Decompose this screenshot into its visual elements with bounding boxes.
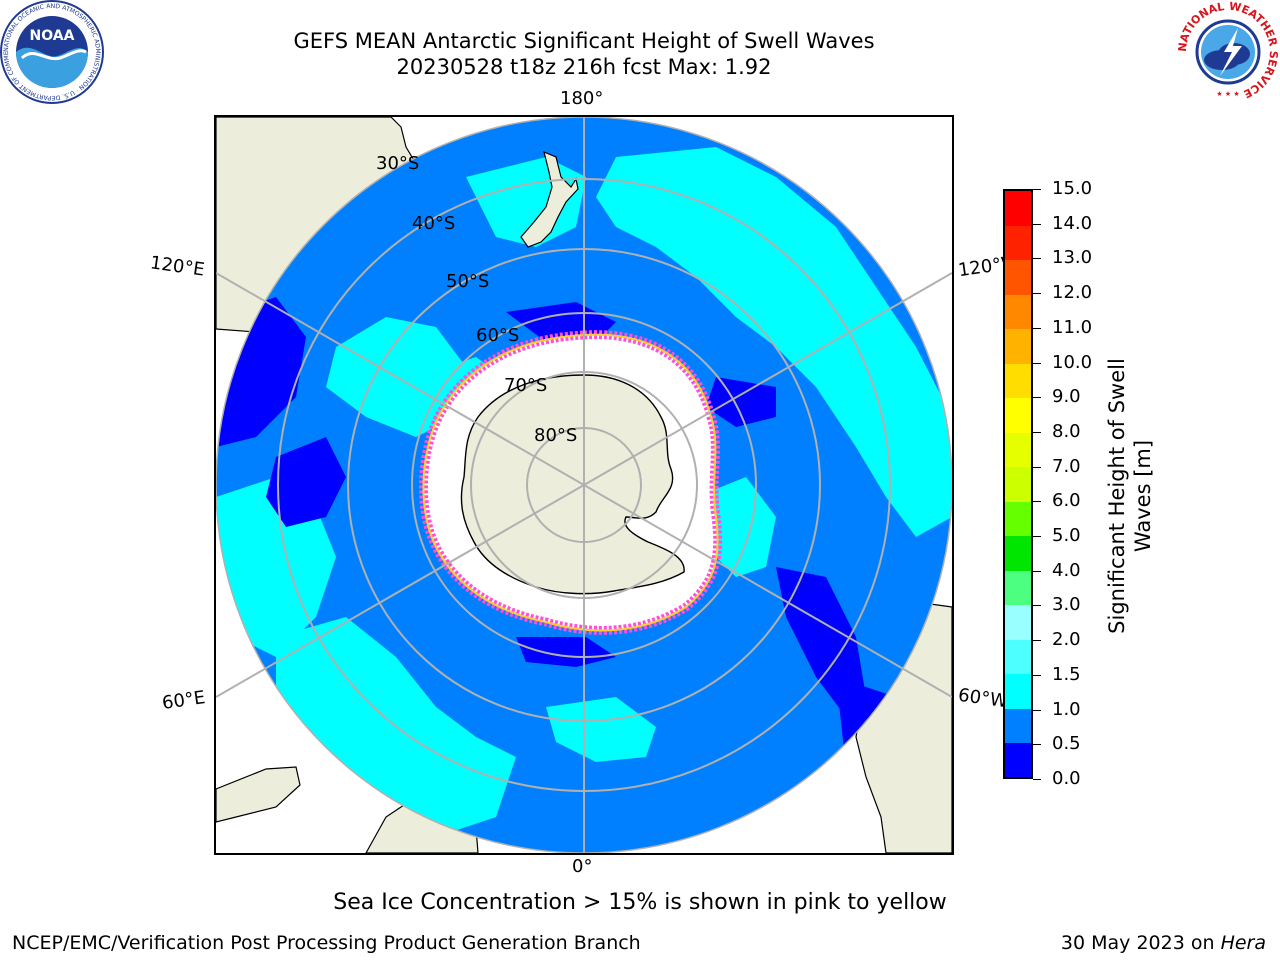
- land-madagascar: [216, 766, 301, 823]
- colorbar-segment: [1005, 363, 1031, 399]
- footer-date-text: 30 May 2023 on: [1060, 932, 1215, 954]
- colorbar-tick-label: 2.0: [1052, 629, 1081, 651]
- chart-title: GEFS MEAN Antarctic Significant Height o…: [293, 29, 875, 53]
- colorbar-tick-label: 9.0: [1052, 386, 1081, 408]
- colorbar-tick: [1033, 536, 1041, 538]
- colorbar-segment: [1005, 742, 1031, 778]
- lat-label-40s: 40°S: [412, 213, 456, 234]
- colorbar-tick-label: 1.5: [1052, 663, 1081, 685]
- land-new-zealand: [520, 150, 579, 248]
- colorbar-tick-label: 6.0: [1052, 490, 1081, 512]
- colorbar-tick: [1033, 258, 1041, 260]
- colorbar-tick-label: 11.0: [1052, 316, 1093, 338]
- colorbar-tick: [1033, 779, 1041, 780]
- colorbar-tick: [1033, 466, 1041, 468]
- lon-label-180: 180°: [560, 88, 604, 109]
- colorbar-tick: [1033, 223, 1041, 225]
- lat-label-30s: 30°S: [376, 153, 420, 174]
- colorbar-tick: [1033, 744, 1041, 746]
- colorbar-segment: [1005, 466, 1031, 502]
- colorbar-segment: [1005, 432, 1031, 468]
- lon-label-120e: 120°E: [148, 252, 206, 281]
- colorbar-tick-label: 7.0: [1052, 455, 1081, 477]
- colorbar-tick: [1033, 501, 1041, 503]
- colorbar-tick-label: 0.0: [1052, 768, 1081, 789]
- colorbar-tick-label: 13.0: [1052, 247, 1093, 269]
- colorbar-tick-label: 0.5: [1052, 733, 1081, 755]
- noaa-logo: NOAA NATIONAL OCEANIC AND ATMOSPHERIC AD…: [0, 0, 104, 104]
- colorbar-tick-label: 10.0: [1052, 351, 1093, 373]
- colorbar-tick-label: 5.0: [1052, 525, 1081, 547]
- lat-label-80s: 80°S: [534, 425, 578, 446]
- chart-subtitle: 20230528 t18z 216h fcst Max: 1.92: [396, 55, 772, 79]
- footer-machine: Hera: [1220, 932, 1266, 954]
- colorbar-tick: [1033, 362, 1041, 364]
- lat-label-70s: 70°S: [504, 375, 548, 396]
- colorbar-segment: [1005, 259, 1031, 295]
- colorbar-segment: [1005, 570, 1031, 606]
- colorbar-title: Significant Height of Swell Waves [m]: [1105, 358, 1155, 634]
- colorbar-tick: [1033, 189, 1041, 190]
- colorbar: [1003, 189, 1033, 779]
- nws-logo: NATIONAL WEATHER SERVICE ★ ★ ★: [1176, 0, 1280, 104]
- colorbar-tick: [1033, 674, 1041, 676]
- colorbar-tick-label: 1.0: [1052, 698, 1081, 720]
- colorbar-tick-label: 4.0: [1052, 559, 1081, 581]
- colorbar-tick-label: 3.0: [1052, 594, 1081, 616]
- land-antarctica: [460, 374, 685, 595]
- colorbar-segment: [1005, 501, 1031, 537]
- colorbar-tick: [1033, 327, 1041, 329]
- colorbar-segment: [1005, 535, 1031, 571]
- meridian-lines: [216, 117, 952, 853]
- colorbar-segment: [1005, 328, 1031, 364]
- colorbar-segment: [1005, 225, 1031, 261]
- colorbar-tick: [1033, 640, 1041, 642]
- colorbar-tick: [1033, 570, 1041, 572]
- colorbar-segment: [1005, 397, 1031, 433]
- colorbar-tick: [1033, 431, 1041, 433]
- sea-ice-note: Sea Ice Concentration > 15% is shown in …: [333, 890, 947, 915]
- noaa-logo-text: NOAA: [30, 28, 75, 44]
- colorbar-tick-label: 12.0: [1052, 282, 1093, 304]
- colorbar-tick: [1033, 709, 1041, 711]
- colorbar-tick: [1033, 293, 1041, 295]
- footer-credit: NCEP/EMC/Verification Post Processing Pr…: [12, 932, 641, 954]
- lat-label-50s: 50°S: [446, 271, 490, 292]
- polar-map-svg: [216, 117, 952, 853]
- lon-label-60e: 60°E: [160, 687, 207, 714]
- lat-label-60s: 60°S: [476, 325, 520, 346]
- colorbar-tick-label: 15.0: [1052, 178, 1093, 199]
- colorbar-segment: [1005, 639, 1031, 675]
- lon-label-60w: 60°W: [956, 684, 1009, 713]
- colorbar-segment: [1005, 673, 1031, 709]
- colorbar-tick: [1033, 397, 1041, 399]
- svg-text:★ ★ ★: ★ ★ ★: [1216, 90, 1239, 98]
- polar-map: 30°S 40°S 50°S 60°S 70°S 80°S: [214, 115, 954, 855]
- colorbar-tick-label: 8.0: [1052, 420, 1081, 442]
- footer-date: 30 May 2023 on Hera: [1061, 932, 1266, 954]
- lon-label-0: 0°: [572, 856, 593, 877]
- colorbar-segment: [1005, 604, 1031, 640]
- colorbar-segment: [1005, 708, 1031, 744]
- colorbar-segment: [1005, 191, 1031, 226]
- colorbar-tick-label: 14.0: [1052, 212, 1093, 234]
- colorbar-tick: [1033, 605, 1041, 607]
- colorbar-segment: [1005, 294, 1031, 330]
